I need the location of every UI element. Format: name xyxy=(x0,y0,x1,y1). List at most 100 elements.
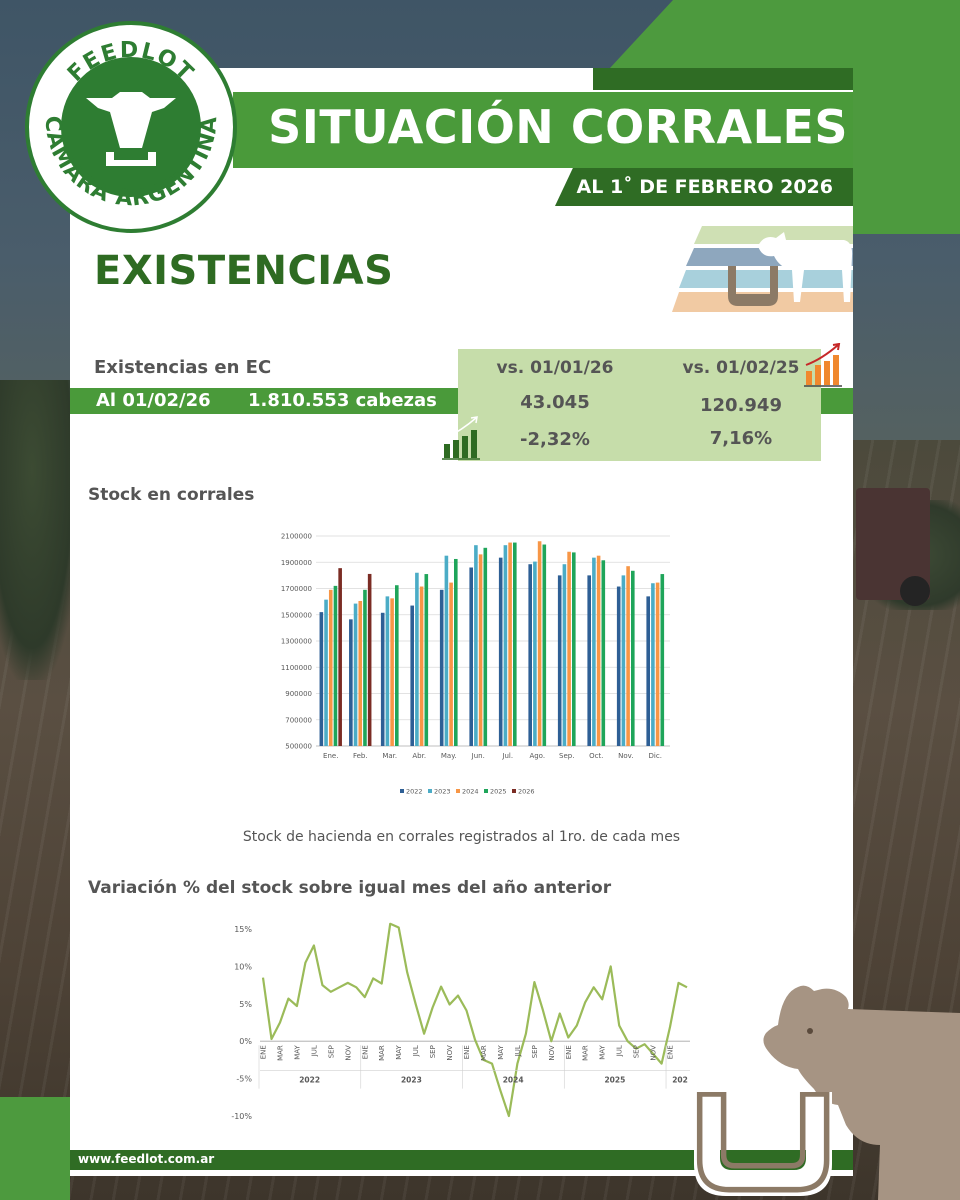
x-tick-label: JUL xyxy=(310,1045,318,1057)
comparison-value-1: 43.045 xyxy=(520,392,590,413)
x-tick-label: NOV xyxy=(344,1045,352,1061)
comparison-header-2: vs. 01/02/25 xyxy=(682,358,800,378)
bar xyxy=(655,582,660,746)
chart1-title: Stock en corrales xyxy=(88,485,255,505)
x-tick-label: MAY xyxy=(599,1044,607,1059)
y-tick-label: -5% xyxy=(236,1075,252,1084)
x-tick-label: MAR xyxy=(480,1045,488,1061)
x-tick-label: Nov. xyxy=(618,752,633,760)
x-tick-label: SEP xyxy=(429,1045,437,1058)
legend-label: 2024 xyxy=(462,788,479,796)
stock-total: 1.810.553 cabezas xyxy=(248,390,437,411)
bar xyxy=(651,583,655,746)
bar xyxy=(349,619,353,746)
x-tick-label: JUL xyxy=(412,1045,420,1057)
legend-label: 2026 xyxy=(518,788,535,796)
x-tick-label: Mar. xyxy=(382,752,397,760)
y-tick-label: -10% xyxy=(231,1112,252,1121)
x-tick-label: SEP xyxy=(531,1045,539,1058)
legend-label: 2025 xyxy=(490,788,507,796)
y-tick-label: 700000 xyxy=(285,716,312,724)
cow-silhouette-icon xyxy=(758,232,853,302)
x-tick-label: Ago. xyxy=(529,752,545,760)
y-tick-label: 900000 xyxy=(285,690,312,698)
x-tick-label: NOV xyxy=(548,1045,556,1061)
y-tick-label: 10% xyxy=(234,962,252,971)
x-tick-label: MAR xyxy=(378,1045,386,1061)
x-tick-label: ENE xyxy=(361,1045,369,1059)
x-tick-label: ENE xyxy=(463,1045,471,1059)
legend-label: 2023 xyxy=(434,788,451,796)
y-tick-label: 1500000 xyxy=(281,611,312,619)
bar xyxy=(478,554,483,746)
bar xyxy=(513,542,517,746)
bar xyxy=(358,600,363,746)
x-tick-label: SEP xyxy=(633,1045,641,1058)
x-tick-label: Feb. xyxy=(353,752,368,760)
header-band xyxy=(233,92,853,168)
x-tick-label: MAR xyxy=(582,1045,590,1061)
logo-cow-head-icon xyxy=(86,92,176,148)
y-tick-label: 5% xyxy=(239,1000,252,1009)
bar xyxy=(601,560,606,746)
x-tick-label: MAY xyxy=(395,1044,403,1059)
bar xyxy=(363,589,367,746)
subtitle-band xyxy=(555,168,853,206)
legend-swatch xyxy=(400,789,404,793)
footer-url[interactable]: www.feedlot.com.ar xyxy=(78,1152,215,1166)
comparison-pct-2: 7,16% xyxy=(709,428,773,449)
bar xyxy=(631,570,635,746)
y-tick-label: 2100000 xyxy=(281,533,312,541)
bar xyxy=(395,585,399,746)
year-label: 2024 xyxy=(503,1076,524,1085)
year-label: 202 xyxy=(672,1076,688,1085)
page-subtitle: AL 1˚ DE FEBRERO 2026 xyxy=(576,176,833,198)
bar xyxy=(626,566,630,746)
bar xyxy=(503,545,508,746)
y-tick-label: 1700000 xyxy=(281,585,312,593)
bar xyxy=(542,544,547,746)
x-tick-label: Jun. xyxy=(471,752,485,760)
year-label: 2023 xyxy=(401,1076,422,1085)
bar xyxy=(415,572,419,746)
bar xyxy=(390,598,394,746)
legend-swatch xyxy=(484,789,488,793)
x-tick-label: NOV xyxy=(446,1045,454,1061)
bar xyxy=(646,596,650,746)
bar xyxy=(587,575,591,746)
legend-swatch xyxy=(428,789,432,793)
bar xyxy=(333,585,338,746)
bar xyxy=(424,574,429,746)
legend-label: 2022 xyxy=(406,788,423,796)
bar xyxy=(328,589,333,746)
bar xyxy=(385,596,390,746)
bar xyxy=(319,612,324,746)
section-title: EXISTENCIAS xyxy=(94,248,394,294)
bar xyxy=(444,555,449,746)
x-tick-label: ENE xyxy=(565,1045,573,1059)
bar xyxy=(338,568,342,746)
bar xyxy=(419,586,424,746)
header-accent xyxy=(593,68,853,90)
legend-swatch xyxy=(512,789,516,793)
x-tick-label: MAR xyxy=(276,1045,284,1061)
bar xyxy=(508,542,512,746)
bar-growth-icon xyxy=(442,416,480,460)
deco-green-bottom xyxy=(0,1097,70,1200)
comparison-value-2: 120.949 xyxy=(700,395,782,416)
stock-label: Existencias en EC xyxy=(94,357,272,378)
y-tick-label: 15% xyxy=(234,925,252,934)
trough-icon xyxy=(694,1092,832,1196)
cow-calf-icon xyxy=(763,985,960,1200)
x-tick-label: ENE xyxy=(260,1045,268,1059)
comparison-box xyxy=(458,349,821,461)
x-tick-label: MAY xyxy=(497,1044,505,1059)
bar xyxy=(324,599,328,746)
y-tick-label: 1100000 xyxy=(281,664,312,672)
bar xyxy=(498,557,503,746)
background-trees xyxy=(0,380,80,680)
stock-bar-chart: 500000 700000 900000 1100000 1300000 1500000 1… xyxy=(281,533,670,796)
year-label: 2025 xyxy=(604,1076,625,1085)
bar xyxy=(410,605,414,746)
bar xyxy=(449,582,453,746)
